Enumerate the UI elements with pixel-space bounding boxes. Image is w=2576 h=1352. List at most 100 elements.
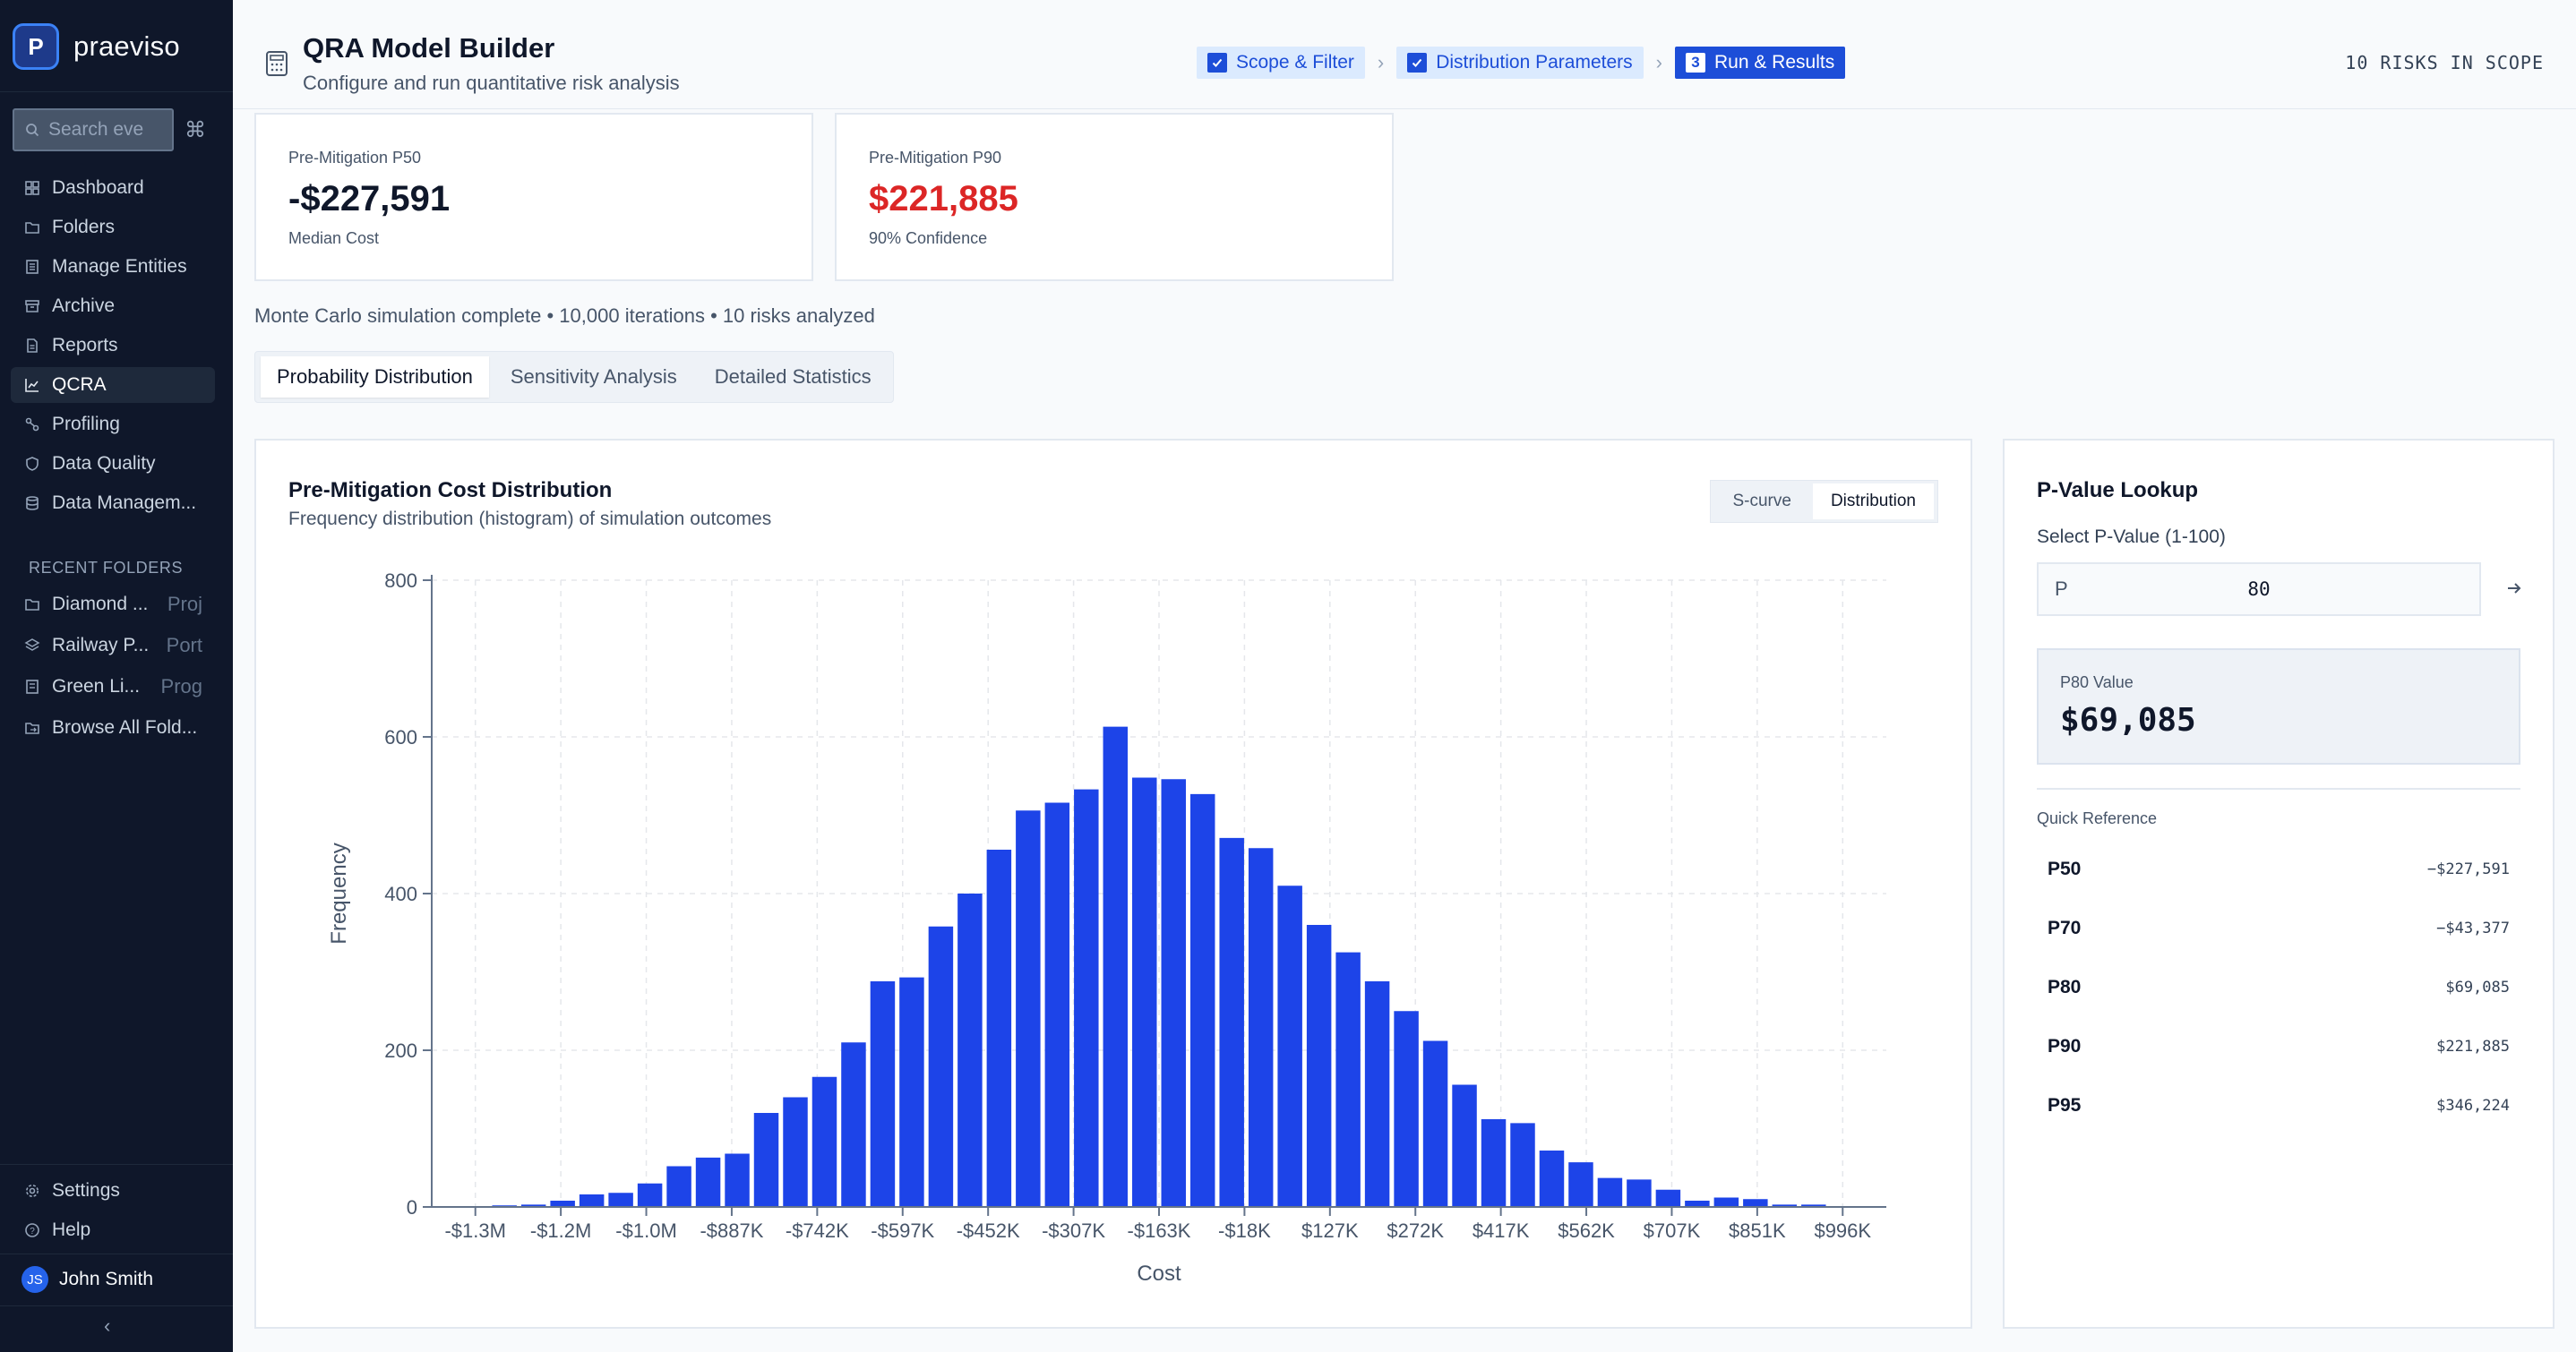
sidebar-item-label: Data Quality [52,453,156,474]
lookup-button[interactable] [2501,575,2528,602]
stat-card-p90: Pre-Mitigation P90 $221,885 90% Confiden… [835,113,1394,281]
x-tick-label: $562K [1558,1219,1615,1242]
histogram-bar [579,1194,605,1207]
sidebar-item-settings[interactable]: Settings [11,1173,215,1209]
sidebar-item-manage-entities[interactable]: Manage Entities [11,249,215,285]
sidebar-item-profiling[interactable]: Profiling [11,406,215,442]
sidebar-item-label: Folders [52,217,116,237]
recent-folder-item[interactable]: Green Li... Prog [11,666,215,707]
sidebar-item-qcra[interactable]: QCRA [11,367,215,403]
archive-icon [23,297,41,315]
histogram-bar [870,981,896,1207]
p-value-result-label: P80 Value [2060,673,2134,691]
histogram-bar [520,1204,546,1207]
tab-sensitivity-analysis[interactable]: Sensitivity Analysis [510,365,677,388]
histogram-bar [1568,1162,1593,1207]
sidebar-divider [0,91,233,92]
histogram-bar [1074,789,1099,1207]
histogram-bar [725,1153,750,1207]
sidebar-item-data-quality[interactable]: Data Quality [11,446,215,482]
histogram-bar [1248,848,1274,1207]
sidebar-divider [0,1164,233,1165]
histogram-bar [1801,1204,1826,1207]
sidebar-item-archive[interactable]: Archive [11,288,215,324]
x-tick-label: $707K [1644,1219,1701,1242]
y-axis-label: Frequency [327,843,351,944]
sidebar-item-reports[interactable]: Reports [11,328,215,364]
tab-detailed-statistics[interactable]: Detailed Statistics [714,365,872,388]
p-value-field[interactable]: P [2037,562,2481,616]
stat-value: -$227,591 [288,179,451,218]
s-curve-button[interactable]: S-curve [1732,492,1791,510]
gear-icon [23,1182,41,1200]
sidebar-item-data-management[interactable]: Data Managem... [11,485,215,521]
p-value-input[interactable] [2074,578,2479,600]
step-number: 3 [1685,53,1705,73]
sidebar-item-label: Data Managem... [52,492,197,513]
brand-name: praeviso [73,30,180,62]
recent-folder-label: Diamond ... [52,594,149,614]
sidebar-item-label: Reports [52,335,118,355]
recent-folders: Diamond ... Proj Railway P... Port Green… [11,584,215,749]
p-value-prefix: P [2055,578,2068,600]
calculator-icon [265,50,288,81]
report-icon [23,337,41,355]
x-tick-label: $417K [1473,1219,1530,1242]
p-value-title: P-Value Lookup [2037,478,2199,502]
histogram-bar [1016,810,1041,1207]
step-distribution-parameters[interactable]: Distribution Parameters [1396,47,1644,79]
distribution-button[interactable]: Distribution [1812,483,1934,519]
x-tick-label: -$452K [957,1219,1020,1242]
tab-probability-distribution[interactable]: Probability Distribution [261,356,489,398]
brand[interactable]: P praeviso [13,21,180,72]
sidebar-item-label: Settings [52,1180,120,1201]
y-tick-label: 0 [407,1196,417,1219]
histogram-bar [899,977,924,1207]
quick-reference-key: P50 [2048,859,2082,879]
x-tick-label: -$597K [871,1219,934,1242]
quick-reference-key: P80 [2048,977,2082,997]
p-value-panel: P-Value Lookup Select P-Value (1-100) P … [2003,439,2555,1329]
quick-reference-row[interactable]: P50 −$227,591 [2037,840,2520,899]
browse-all-folders-link[interactable]: Browse All Fold... [11,707,215,749]
command-key-icon: ⌘ [185,117,206,142]
histogram-bar [1685,1201,1710,1207]
histogram-bar [1044,802,1070,1207]
sidebar-item-dashboard[interactable]: Dashboard [11,170,215,206]
histogram-chart: 0 200 400 600 800 -$1.3M -$1.2M -$1.0M -$887K -$7… [327,569,1886,1286]
step-scope-filter[interactable]: Scope & Filter [1197,47,1365,79]
histogram-bar [811,1076,837,1207]
quick-reference-key: P70 [2048,918,2082,938]
histogram-bar [608,1193,633,1207]
collapse-sidebar-button[interactable]: ‹ [104,1314,111,1337]
quick-reference-value: $221,885 [2436,1038,2510,1056]
histogram-bar [1713,1197,1739,1207]
search-input[interactable] [48,119,159,141]
histogram-bar [1655,1189,1681,1207]
histogram-bar [1306,925,1332,1207]
recent-folder-item[interactable]: Railway P... Port [11,625,215,666]
quick-reference-row[interactable]: P80 $69,085 [2037,958,2520,1017]
histogram-bar [666,1166,691,1207]
quick-reference-row[interactable]: P95 $346,224 [2037,1076,2520,1135]
profiling-icon [23,415,41,433]
histogram-bar [1364,981,1390,1207]
stat-card-p50: Pre-Mitigation P50 -$227,591 Median Cost [254,113,813,281]
quick-reference-row[interactable]: P70 −$43,377 [2037,899,2520,958]
chart-card: Pre-Mitigation Cost Distribution Frequen… [254,439,1972,1329]
histogram-bar [1335,952,1361,1207]
p-value-result-value: $69,085 [2060,702,2196,739]
x-tick-label: -$307K [1042,1219,1105,1242]
quick-reference-row[interactable]: P90 $221,885 [2037,1017,2520,1076]
sidebar-item-help[interactable]: ? Help [11,1212,215,1248]
histogram-bar [1277,886,1302,1207]
user-menu[interactable]: JS John Smith [21,1266,153,1293]
sidebar-item-folders[interactable]: Folders [11,210,215,245]
stat-note: Median Cost [288,229,380,247]
x-tick-label: -$1.3M [444,1219,505,1242]
search-box[interactable] [13,108,174,151]
recent-folder-item[interactable]: Diamond ... Proj [11,584,215,625]
histogram-bar [783,1097,808,1207]
step-run-results[interactable]: 3 Run & Results [1674,47,1846,79]
user-name: John Smith [59,1269,154,1289]
